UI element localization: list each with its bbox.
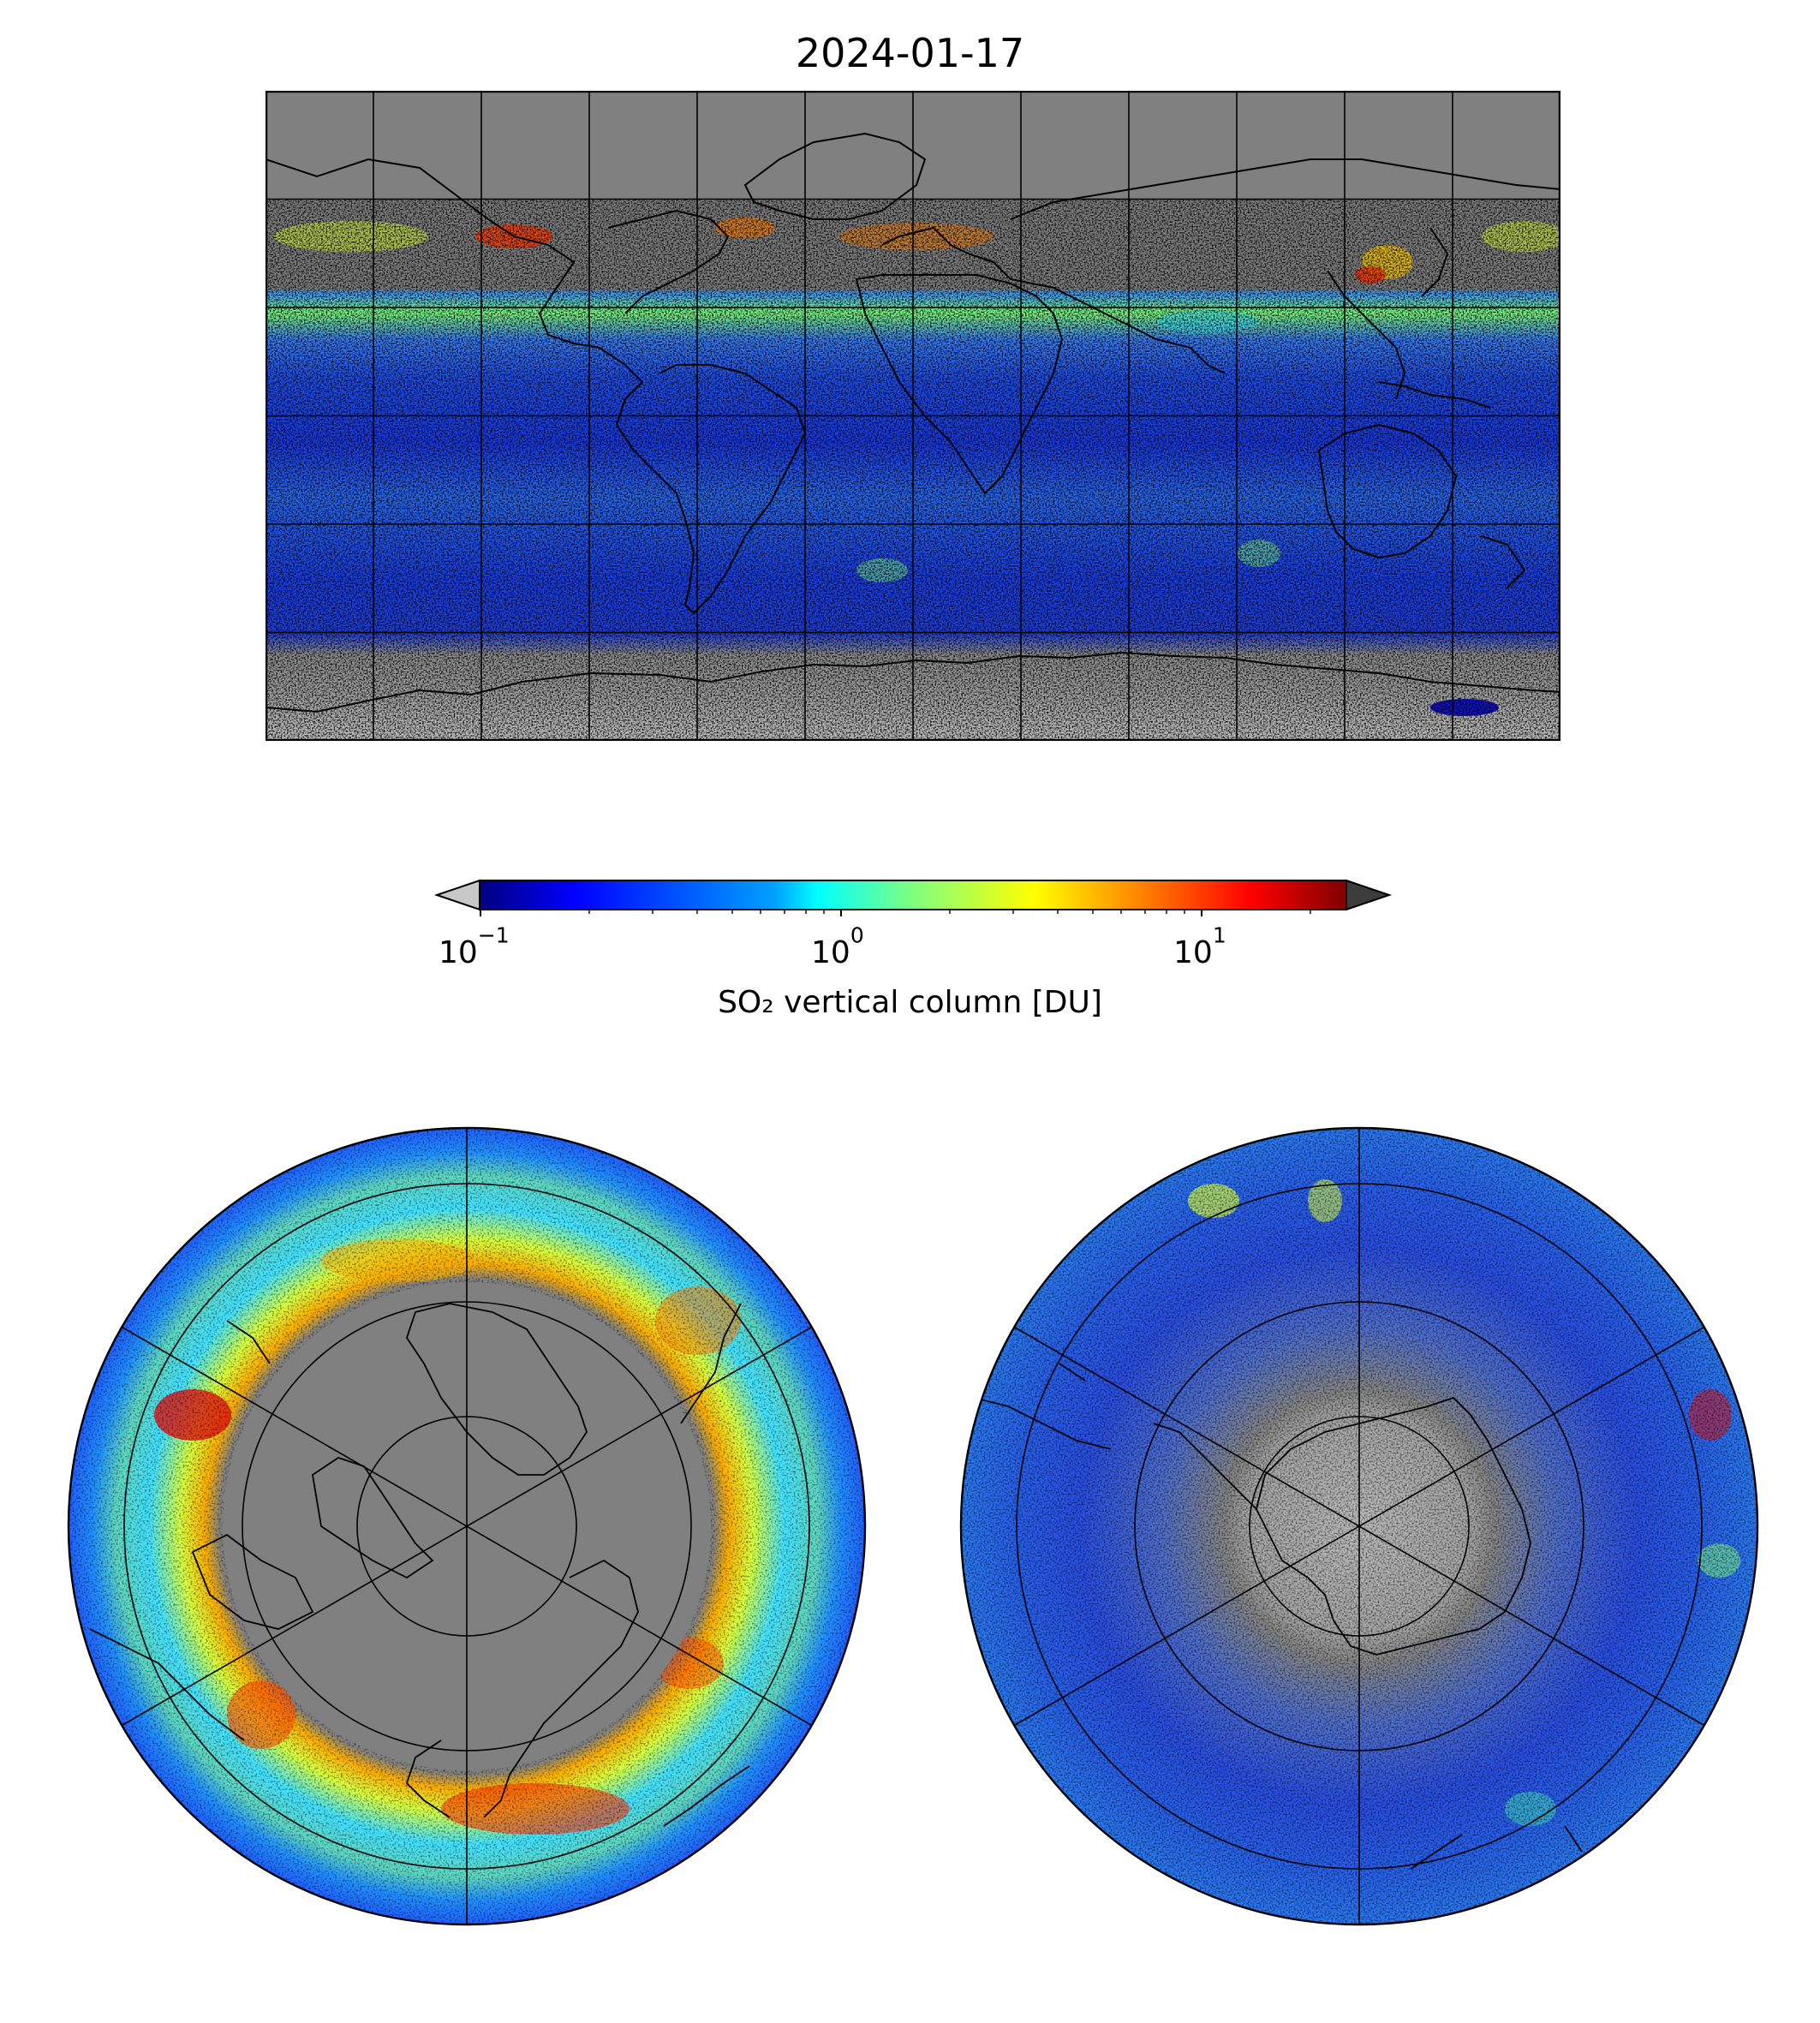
coastlines (266, 132, 1560, 713)
colorbar-over-extension (1346, 879, 1393, 911)
global-map (266, 91, 1560, 741)
coastlines (89, 1303, 750, 1827)
colorbar-frame (479, 880, 1347, 910)
colorbar-under-extension (433, 879, 480, 911)
map-frame (266, 91, 1560, 741)
south-polar-map (959, 1126, 1759, 1926)
colorbar-label: SO₂ vertical column [DU] (718, 985, 1102, 1020)
colorbar-tick-label: 10−1 (439, 922, 510, 970)
map-frame (959, 1126, 1759, 1926)
colorbar-ticks (480, 910, 1311, 916)
colorbar-tick-label: 101 (1173, 922, 1226, 970)
north-polar-map (67, 1126, 867, 1926)
colorbar-gradient (480, 880, 1346, 910)
graticule (117, 1128, 816, 1925)
graticule (1010, 1128, 1709, 1925)
colorbar (433, 879, 1393, 916)
figure-title: 2024-01-17 (795, 30, 1025, 76)
map-frame (67, 1126, 867, 1926)
gridlines (266, 91, 1560, 741)
colorbar-tick-label: 100 (811, 922, 864, 970)
